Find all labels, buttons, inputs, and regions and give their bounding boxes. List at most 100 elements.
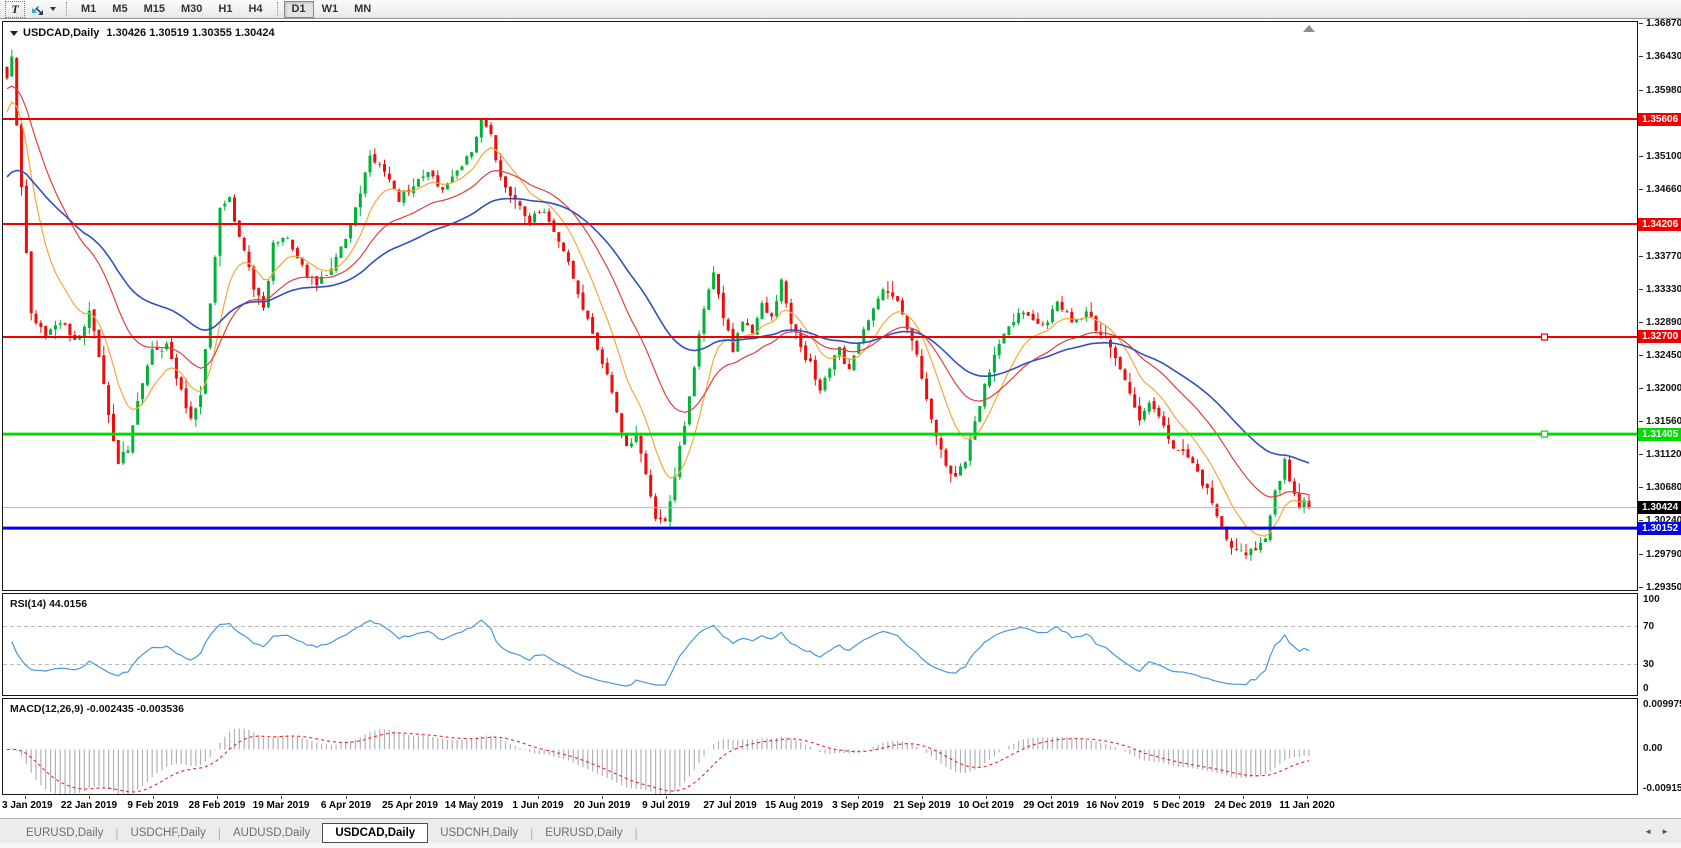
chart-tab-usdcad[interactable]: USDCAD,Daily bbox=[322, 823, 429, 843]
date-axis-tick bbox=[986, 796, 987, 799]
arrows-tool-button[interactable] bbox=[28, 2, 46, 17]
date-axis-tick bbox=[858, 796, 859, 799]
date-axis-label: 9 Jul 2019 bbox=[642, 800, 690, 811]
price-axis-tick: 1.32890 bbox=[1639, 317, 1681, 329]
price-level-badge-1.34206: 1.34206 bbox=[1638, 218, 1681, 231]
tab-separator: | bbox=[634, 826, 638, 840]
rsi-axis-label: 30 bbox=[1643, 659, 1655, 670]
tab-scroll-right-icon[interactable]: ► bbox=[1661, 827, 1669, 836]
chart-tab-eurusd[interactable]: EURUSD,Daily bbox=[26, 827, 104, 839]
date-axis-tick bbox=[89, 796, 90, 799]
chart-tab-usdcnh[interactable]: USDCNH,Daily bbox=[440, 827, 519, 839]
rsi-axis-label: 0 bbox=[1643, 683, 1649, 694]
date-axis-label: 28 Feb 2019 bbox=[188, 800, 246, 811]
symbol-dropdown-icon[interactable] bbox=[10, 30, 18, 36]
rsi-indicator-panel[interactable]: RSI(14) 44.0156 bbox=[2, 593, 1638, 696]
timeframe-button-m15[interactable]: M15 bbox=[143, 2, 165, 15]
date-axis-label: 19 Mar 2019 bbox=[252, 800, 310, 811]
date-axis-tick bbox=[25, 796, 26, 799]
timeframe-button-m30[interactable]: M30 bbox=[180, 2, 203, 15]
hline-handle-1.327[interactable] bbox=[1540, 333, 1549, 341]
date-axis-label: 10 Oct 2019 bbox=[958, 800, 1014, 811]
date-axis-label: 11 Jan 2020 bbox=[1279, 800, 1335, 811]
timeframe-button-h4[interactable]: H4 bbox=[248, 2, 263, 15]
price-level-badge-1.30152: 1.30152 bbox=[1638, 522, 1681, 535]
rsi-axis-label: 100 bbox=[1643, 594, 1660, 605]
date-axis-label: 3 Sep 2019 bbox=[832, 800, 884, 811]
date-axis-tick bbox=[730, 796, 731, 799]
timeframe-button-d1[interactable]: D1 bbox=[283, 0, 314, 18]
price-axis-tick: 1.36430 bbox=[1639, 51, 1681, 63]
date-axis-label: 16 Nov 2019 bbox=[1086, 800, 1144, 811]
price-axis-tick: 1.34660 bbox=[1639, 184, 1681, 196]
chart-shift-marker-icon[interactable] bbox=[1303, 25, 1315, 32]
price-level-badge-1.31405: 1.31405 bbox=[1638, 428, 1681, 441]
chart-tabs: EURUSD,Daily | USDCHF,Daily | AUDUSD,Daily US… bbox=[14, 822, 638, 844]
main-chart-panel[interactable]: USDCAD,Daily 1.30426 1.30519 1.30355 1.3… bbox=[2, 21, 1638, 591]
date-axis-label: 5 Dec 2019 bbox=[1153, 800, 1205, 811]
date-axis-label: 21 Sep 2019 bbox=[893, 800, 951, 811]
date-axis-label: 27 Jul 2019 bbox=[703, 800, 757, 811]
text-tool-button[interactable]: T bbox=[5, 0, 25, 18]
macd-axis-label: 0.009975 bbox=[1643, 699, 1681, 710]
timeframe-group: M1 M5 M15 M30 H1 H4 D1 W1 MN bbox=[73, 0, 379, 18]
chart-ohlc-quotes: 1.30426 1.30519 1.30355 1.30424 bbox=[106, 27, 275, 39]
date-axis-label: 29 Oct 2019 bbox=[1023, 800, 1079, 811]
date-axis-label: 1 Jun 2019 bbox=[512, 800, 564, 811]
timeframe-button-mn[interactable]: MN bbox=[354, 2, 372, 15]
price-axis-tick: 1.33330 bbox=[1639, 284, 1681, 296]
macd-canvas[interactable] bbox=[3, 699, 1637, 794]
date-axis-label: 22 Jan 2019 bbox=[60, 800, 118, 811]
price-axis-tick: 1.35100 bbox=[1639, 151, 1681, 163]
rsi-canvas[interactable] bbox=[3, 594, 1637, 695]
price-axis-tick: 1.36870 bbox=[1639, 18, 1681, 30]
price-axis-tick: 1.32450 bbox=[1639, 350, 1681, 362]
hline-handle-1.31405[interactable] bbox=[1540, 430, 1549, 438]
date-axis-label: 14 May 2019 bbox=[444, 800, 504, 811]
date-axis-label: 25 Apr 2019 bbox=[382, 800, 438, 811]
price-axis-tick: 1.33770 bbox=[1639, 251, 1681, 263]
macd-histogram bbox=[11, 728, 1310, 794]
price-axis-tick: 1.29350 bbox=[1639, 582, 1681, 594]
macd-indicator-panel[interactable]: MACD(12,26,9) -0.002435 -0.003536 bbox=[2, 698, 1638, 795]
chart-tab-audusd[interactable]: AUDUSD,Daily bbox=[232, 827, 311, 839]
rsi-line bbox=[11, 619, 1310, 687]
date-axis-tick bbox=[410, 796, 411, 799]
chart-title: USDCAD,Daily 1.30426 1.30519 1.30355 1.3… bbox=[10, 27, 275, 39]
ema-10-line bbox=[6, 100, 1310, 537]
macd-label: MACD(12,26,9) -0.002435 -0.003536 bbox=[10, 703, 184, 715]
tabbar-bottom-strip bbox=[0, 843, 1681, 848]
price-axis-tick: 1.31120 bbox=[1639, 449, 1681, 461]
text-tool-glyph: T bbox=[11, 1, 19, 16]
date-axis-tick bbox=[1179, 796, 1180, 799]
candlesticks bbox=[5, 49, 1311, 561]
price-level-badge-1.32700: 1.32700 bbox=[1638, 330, 1681, 343]
price-axis-tick: 1.30240 bbox=[1639, 515, 1681, 527]
timeframe-button-m1[interactable]: M1 bbox=[81, 2, 97, 15]
date-axis-tick bbox=[602, 796, 603, 799]
chart-tab-usdchf[interactable]: USDCHF,Daily bbox=[130, 827, 206, 839]
date-axis-label: 15 Aug 2019 bbox=[765, 800, 823, 811]
tab-scroll-controls: ◄ ► bbox=[1644, 827, 1669, 836]
diagonal-arrows-icon bbox=[31, 5, 43, 15]
macd-signal-line bbox=[6, 732, 1310, 793]
main-chart-canvas[interactable] bbox=[3, 22, 1637, 590]
timeframe-button-m5[interactable]: M5 bbox=[112, 2, 128, 15]
tab-scroll-left-icon[interactable]: ◄ bbox=[1644, 827, 1653, 836]
price-axis-tick: 1.31560 bbox=[1639, 416, 1681, 428]
price-axis-tick: 1.32000 bbox=[1639, 383, 1681, 395]
price-axis-tick: 1.35980 bbox=[1639, 85, 1681, 97]
price-axis-tick: 1.30680 bbox=[1639, 482, 1681, 494]
chart-symbol-label: USDCAD,Daily bbox=[23, 27, 100, 39]
timeframe-button-h1[interactable]: H1 bbox=[218, 2, 233, 15]
tab-separator: | bbox=[115, 826, 119, 840]
chart-tab-eurusd-2[interactable]: EURUSD,Daily bbox=[545, 827, 623, 839]
timeframe-button-w1[interactable]: W1 bbox=[321, 2, 339, 15]
tab-separator: | bbox=[530, 826, 534, 840]
macd-axis-label: -0.00915 bbox=[1643, 783, 1681, 794]
rsi-axis-label: 70 bbox=[1643, 621, 1655, 632]
date-axis-label: 6 Apr 2019 bbox=[320, 800, 372, 811]
price-level-badge-1.35606: 1.35606 bbox=[1638, 113, 1681, 126]
toolbar-dropdown-caret-icon[interactable] bbox=[50, 7, 56, 11]
